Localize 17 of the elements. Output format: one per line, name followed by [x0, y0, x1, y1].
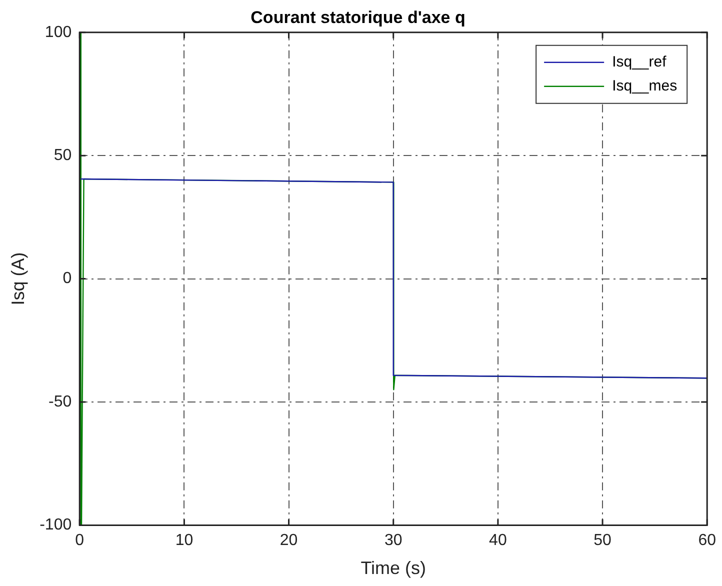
y-tick-label: 50 [54, 147, 72, 164]
y-tick-label: -100 [40, 516, 72, 534]
legend-label: Isq__ref [612, 54, 668, 71]
x-axis-title: Time (s) [360, 558, 426, 578]
x-tick-label: 30 [384, 532, 402, 550]
legend-label: Isq__mes [612, 78, 678, 95]
y-tick-label: 0 [62, 270, 72, 288]
x-tick-label: 20 [280, 532, 298, 550]
x-tick-label: 50 [594, 532, 612, 550]
chart-title: Courant statorique d'axe q [250, 8, 466, 27]
x-tick-label: 10 [175, 532, 194, 550]
y-tick-label: 100 [44, 24, 72, 41]
y-axis-title: Isq (A) [8, 252, 28, 306]
y-tick-label: -50 [48, 393, 72, 410]
x-tick-label: 40 [489, 532, 507, 550]
x-tick-label: 0 [75, 532, 84, 550]
x-tick-label: 60 [698, 532, 716, 550]
